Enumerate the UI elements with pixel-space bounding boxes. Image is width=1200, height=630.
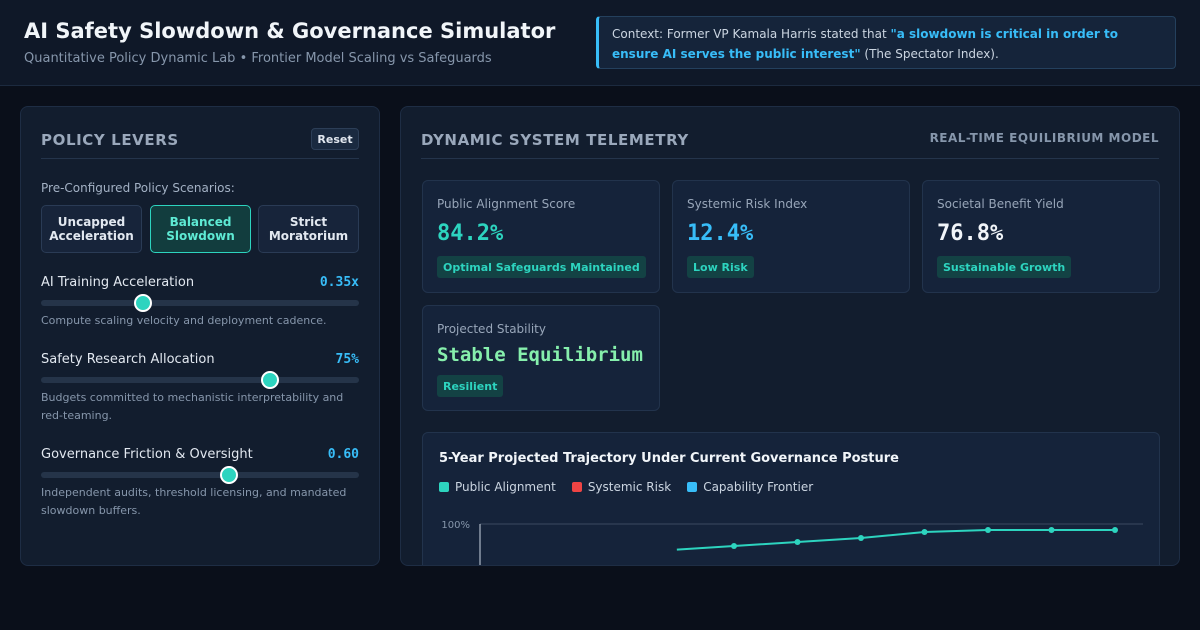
status-badge: Resilient <box>437 375 504 397</box>
training-acceleration-thumb[interactable] <box>133 294 152 312</box>
chart-legend: Public Alignment Systemic Risk Capabilit… <box>439 480 829 494</box>
trajectory-chart: 100% <box>441 520 1143 565</box>
metric-card-public-alignment: Public Alignment Score 84.2% Optimal Saf… <box>422 180 660 293</box>
app-header: AI Safety Slowdown & Governance Simulato… <box>0 0 1200 86</box>
legend-swatch <box>439 482 449 492</box>
metric-label: Projected Stability <box>437 322 546 336</box>
legend-capability-frontier[interactable]: Capability Frontier <box>687 480 813 494</box>
series-layer <box>676 527 1118 551</box>
metric-card-societal-benefit: Societal Benefit Yield 76.8% Sustainable… <box>922 180 1160 293</box>
governance-friction-label: Governance Friction & Oversight <box>41 447 253 462</box>
telemetry-title: Dynamic System Telemetry <box>421 131 689 149</box>
chart-title: 5-Year Projected Trajectory Under Curren… <box>439 451 899 466</box>
safety-research-label: Safety Research Allocation <box>41 352 215 367</box>
series-line-0 <box>676 529 1115 551</box>
telemetry-divider <box>421 158 1159 159</box>
data-point[interactable] <box>731 543 737 549</box>
metric-label: Societal Benefit Yield <box>937 197 1064 211</box>
data-point[interactable] <box>985 527 991 533</box>
status-badge: Sustainable Growth <box>937 256 1072 278</box>
levers-divider <box>41 158 359 159</box>
metric-value: Stable Equilibrium <box>437 344 643 366</box>
data-point[interactable] <box>794 539 801 545</box>
context-prefix: Context: Former VP Kamala Harris stated … <box>612 27 891 41</box>
policy-levers-title: Policy Levers <box>41 131 179 149</box>
data-point[interactable] <box>858 535 864 541</box>
safety-research-track[interactable] <box>41 371 359 389</box>
reset-button[interactable]: Reset <box>311 128 359 150</box>
scenario-strict-moratorium-button[interactable]: Strict Moratorium <box>258 205 359 253</box>
data-point[interactable] <box>921 529 928 535</box>
status-badge: Low Risk <box>687 256 754 278</box>
safety-research-thumb[interactable] <box>260 371 279 389</box>
training-acceleration-desc: Compute scaling velocity and deployment … <box>41 314 327 327</box>
context-quote-box: Context: Former VP Kamala Harris stated … <box>596 16 1176 69</box>
metric-label: Systemic Risk Index <box>687 197 808 211</box>
metric-card-systemic-risk: Systemic Risk Index 12.4% Low Risk <box>672 180 910 293</box>
legend-swatch <box>687 482 698 492</box>
metric-value: 84.2% <box>437 221 504 246</box>
scenario-balanced-slowdown-button[interactable]: Balanced Slowdown <box>150 205 251 253</box>
data-point[interactable] <box>1112 527 1118 533</box>
governance-friction-value: 0.60 <box>327 447 359 462</box>
app-title: AI Safety Slowdown & Governance Simulato… <box>24 19 556 43</box>
policy-levers-panel: Policy Levers Reset Pre-Configured Polic… <box>20 106 380 566</box>
metric-value: 12.4% <box>687 221 754 246</box>
y-tick-label: 100% <box>441 520 470 531</box>
legend-label: Capability Frontier <box>703 480 814 494</box>
status-badge: Optimal Safeguards Maintained <box>437 256 646 278</box>
legend-label: Public Alignment <box>455 480 556 494</box>
legend-public-alignment[interactable]: Public Alignment <box>439 480 556 494</box>
scenarios-label: Pre-Configured Policy Scenarios: <box>41 181 235 195</box>
context-quote: "a slowdown is critical in order to ensu… <box>612 27 1118 61</box>
metric-label: Public Alignment Score <box>437 197 576 211</box>
trajectory-chart-card: 5-Year Projected Trajectory Under Curren… <box>422 432 1160 565</box>
training-acceleration-label: AI Training Acceleration <box>41 275 195 290</box>
telemetry-panel: Dynamic System Telemetry Real-Time Equil… <box>400 106 1180 566</box>
legend-swatch <box>571 482 582 492</box>
legend-systemic-risk[interactable]: Systemic Risk <box>571 480 672 494</box>
governance-friction-thumb[interactable] <box>219 466 238 484</box>
context-suffix: (The Spectator Index). <box>860 47 999 61</box>
metric-card-projected-stability: Projected Stability Stable Equilibrium R… <box>422 305 660 411</box>
data-point[interactable] <box>1048 527 1055 533</box>
app-subtitle: Quantitative Policy Dynamic Lab • Fronti… <box>24 51 492 66</box>
telemetry-subtitle: Real-Time Equilibrium Model <box>929 131 1159 145</box>
scenario-uncapped-acceleration-button[interactable]: Uncapped Acceleration <box>41 205 142 253</box>
safety-research-desc: Budgets committed to mechanistic interpr… <box>41 391 344 422</box>
governance-friction-track[interactable] <box>41 466 359 484</box>
training-acceleration-track[interactable] <box>41 294 359 312</box>
safety-research-value: 75% <box>335 352 359 367</box>
metric-value: 76.8% <box>937 221 1004 246</box>
legend-label: Systemic Risk <box>587 480 672 494</box>
governance-friction-desc: Independent audits, threshold licensing,… <box>41 486 347 517</box>
training-acceleration-value: 0.35x <box>319 275 359 290</box>
